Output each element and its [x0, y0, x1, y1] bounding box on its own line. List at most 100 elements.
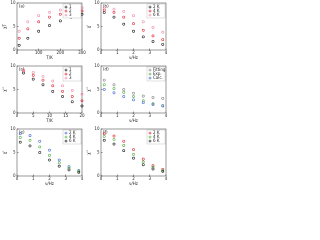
- x-tick-label: 3: [148, 50, 151, 55]
- data-point: [48, 158, 51, 162]
- y-tick-label: 0: [13, 173, 16, 178]
- data-point: [48, 15, 51, 19]
- x-tick-label: 0: [16, 176, 19, 181]
- data-point: [122, 10, 126, 13]
- data-point: [37, 20, 41, 24]
- data-point: [151, 26, 155, 29]
- legend-label: 2: [69, 71, 72, 76]
- data-point: [141, 35, 145, 39]
- x-tick-label: 2: [132, 113, 135, 118]
- data-point: [132, 29, 135, 33]
- data-point: [26, 27, 30, 31]
- panel-label: (d): [103, 67, 109, 72]
- data-point: [70, 100, 74, 104]
- legend-box: [146, 3, 166, 19]
- legend-marker: [64, 131, 68, 135]
- data-point: [151, 40, 155, 43]
- data-point: [28, 138, 32, 142]
- x-axis-label: T/K: [45, 118, 53, 123]
- data-point: [141, 94, 145, 98]
- data-point: [141, 160, 145, 164]
- data-point: [102, 138, 106, 142]
- legend-label: 1: [69, 4, 72, 9]
- x-tick-label: 200: [57, 50, 65, 55]
- data-point: [67, 166, 71, 170]
- data-point: [57, 161, 61, 165]
- x-tick-label: 4: [165, 113, 168, 118]
- page: 0 100 200 300 0 5 10 T/K χT (a) 1 2 3 0 1 2 3 4 0 5 10 ν/Hz χ'…: [2, 0, 168, 186]
- data-point: [151, 96, 155, 99]
- data-point: [51, 84, 55, 88]
- x-tick-label: 300: [78, 50, 86, 55]
- data-point: [112, 87, 116, 90]
- data-point: [61, 95, 64, 98]
- legend-marker: [148, 135, 152, 139]
- legend-label: 6 K: [69, 138, 76, 143]
- legend-marker: [148, 72, 152, 76]
- legend-label: 4 K: [153, 8, 160, 13]
- data-point: [132, 156, 135, 160]
- panel-label: (f): [103, 130, 108, 135]
- y-tick-label: 5: [97, 24, 100, 29]
- y-tick-label: 5: [13, 24, 16, 29]
- y-tick-label: 5: [97, 87, 100, 92]
- data-point: [70, 95, 74, 98]
- data-point: [28, 144, 32, 148]
- data-point: [122, 144, 126, 147]
- x-tick-label: 0: [100, 176, 103, 181]
- data-point: [31, 74, 35, 77]
- data-point: [132, 14, 135, 18]
- data-point: [141, 28, 145, 32]
- data-point: [18, 136, 22, 139]
- data-point: [161, 168, 165, 172]
- x-tick-label: 2: [132, 176, 135, 181]
- data-point: [77, 170, 81, 174]
- data-point: [17, 43, 21, 47]
- data-point: [112, 83, 116, 87]
- legend-label: 1: [69, 67, 72, 72]
- x-axis-label: T/K: [45, 55, 53, 60]
- data-point: [122, 88, 126, 91]
- x-tick-label: 4: [165, 176, 168, 181]
- legend-label: 6 K: [153, 12, 160, 17]
- data-point: [57, 164, 61, 168]
- data-point: [151, 165, 155, 169]
- data-point: [28, 134, 32, 137]
- data-point: [102, 78, 106, 82]
- x-axis-label: ν/Hz: [129, 181, 138, 186]
- panel-label: (b): [103, 4, 109, 9]
- y-tick-label: 10: [94, 63, 100, 68]
- y-tick-label: 10: [10, 63, 16, 68]
- legend-marker: [64, 139, 68, 143]
- x-tick-label: 3: [148, 176, 151, 181]
- data-point: [161, 30, 165, 34]
- data-point: [58, 12, 62, 16]
- data-point: [102, 6, 106, 10]
- data-point: [161, 97, 165, 100]
- data-point: [141, 99, 145, 103]
- data-point: [51, 89, 55, 93]
- legend-label: 2 K: [153, 4, 160, 9]
- x-tick-label: 5: [32, 113, 35, 118]
- legend-marker: [64, 68, 68, 72]
- data-point: [122, 95, 126, 98]
- data-point: [132, 22, 135, 26]
- data-point: [80, 99, 84, 103]
- data-point: [151, 164, 155, 168]
- data-point: [17, 36, 21, 40]
- data-point: [112, 7, 116, 11]
- x-tick-label: 4: [165, 50, 168, 55]
- data-point: [51, 79, 55, 83]
- data-point: [77, 169, 81, 173]
- data-point: [102, 132, 106, 136]
- legend-marker: [64, 9, 68, 13]
- data-point: [61, 89, 64, 93]
- y-tick-label: 0: [97, 110, 100, 115]
- y-tick-label: 5: [13, 150, 16, 155]
- x-tick-label: 0: [100, 50, 103, 55]
- data-point: [22, 68, 25, 72]
- legend-label: 2 K: [153, 130, 160, 135]
- legend-marker: [64, 76, 68, 80]
- legend-label: 4 K: [69, 134, 76, 139]
